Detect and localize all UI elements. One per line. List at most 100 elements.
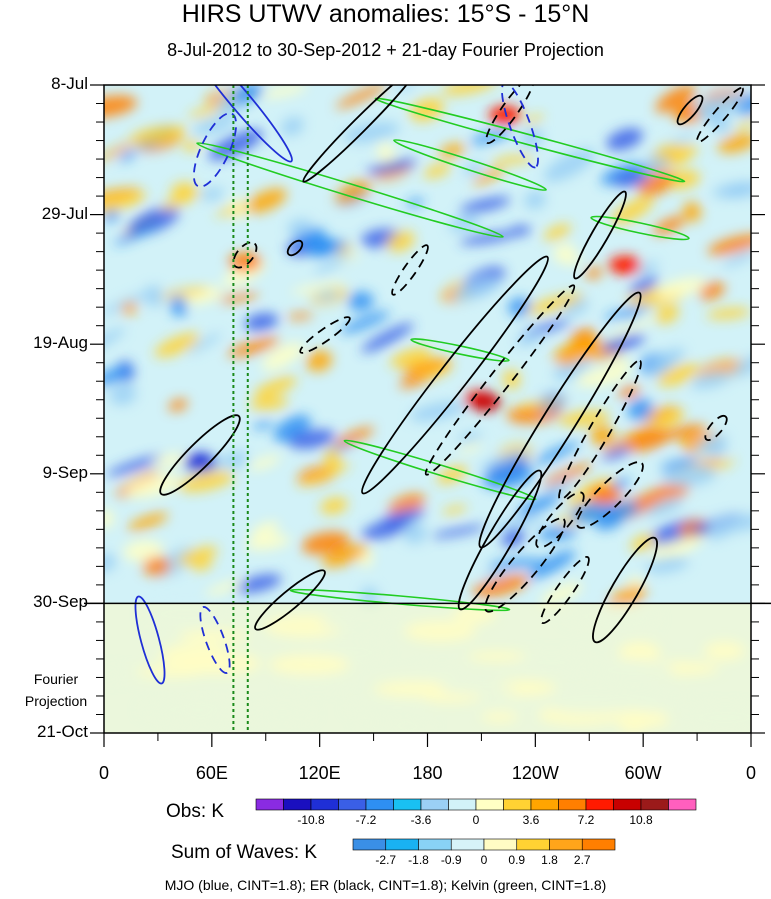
- anomaly-blob: [244, 313, 279, 331]
- er-contour: [302, 85, 418, 183]
- anomaly-blob: [280, 116, 304, 136]
- anomaly-blob: [655, 305, 680, 324]
- anomaly-blob: [377, 142, 395, 163]
- anomaly-blob: [199, 187, 225, 201]
- anomaly-blob: [125, 474, 181, 498]
- waves-colorbar-tick-label: -1.8: [408, 853, 429, 867]
- anomaly-blob: [695, 434, 727, 453]
- x-tick-label: 60E: [195, 763, 228, 783]
- anomaly-blob: [104, 509, 115, 528]
- anomaly-blob: [188, 107, 220, 118]
- anomaly-blob: [106, 455, 164, 477]
- anomaly-blob: [463, 162, 484, 175]
- er-contour: [299, 316, 351, 354]
- anomaly-blob: [320, 497, 348, 515]
- x-tick-label: 120W: [511, 763, 559, 783]
- kelvin-contour: [374, 97, 686, 183]
- anomaly-blob: [366, 159, 418, 175]
- er-contour: [485, 85, 535, 144]
- er-contour: [254, 569, 326, 631]
- anomaly-blob: [130, 125, 187, 145]
- anomaly-blob: [298, 463, 351, 486]
- anomaly-blob: [602, 445, 634, 461]
- anomaly-blob: [246, 188, 287, 214]
- anomaly-blob: [488, 517, 546, 530]
- obs-colorbar-swatch: [255, 798, 284, 811]
- anomaly-blob: [521, 319, 572, 337]
- x-tick-label: 0: [745, 763, 757, 783]
- obs-colorbar-swatch: [558, 798, 587, 811]
- kelvin-contour: [196, 142, 504, 238]
- er-contour: [478, 291, 642, 549]
- anomaly-blob: [304, 236, 336, 254]
- anomaly-blob: [442, 505, 467, 515]
- anomaly-blob: [409, 97, 445, 122]
- kelvin-contour: [393, 139, 547, 191]
- er-contour: [573, 190, 627, 280]
- obs-colorbar-swatch: [668, 798, 697, 811]
- kelvin-contour: [343, 439, 537, 501]
- anomaly-blob: [733, 116, 751, 132]
- anomaly-blob: [662, 464, 717, 487]
- er-contour: [676, 94, 704, 126]
- anomaly-blob: [707, 514, 751, 533]
- anomaly-blob: [478, 448, 530, 471]
- mjo-contour: [199, 606, 231, 674]
- anomaly-blob: [403, 522, 427, 544]
- anomaly-blob: [248, 455, 281, 470]
- anomaly-blob: [690, 370, 732, 389]
- projection-region: [104, 604, 751, 733]
- er-contour: [704, 414, 728, 442]
- anomaly-blob: [235, 574, 282, 593]
- anomaly-blob: [251, 521, 280, 539]
- anomaly-blob: [653, 216, 686, 235]
- anomaly-blob: [261, 342, 304, 371]
- anomaly-blob: [589, 486, 621, 504]
- anomaly-blob: [683, 201, 701, 222]
- anomaly-blob: [452, 276, 502, 302]
- waves-colorbar-tick-label: 0.9: [508, 853, 526, 867]
- wave-contours: [134, 85, 744, 733]
- obs-colorbar-tick-label: -10.8: [297, 813, 325, 827]
- waves-colorbar-swatch: [418, 838, 452, 851]
- contour-legend: MJO (blue, CINT=1.8); ER (black, CINT=1.…: [164, 877, 607, 893]
- obs-colorbar-swatch: [475, 798, 504, 811]
- anomaly-blob: [104, 141, 135, 162]
- obs-colorbar-swatch: [283, 798, 312, 811]
- anomaly-blob: [142, 556, 171, 576]
- er-contour: [457, 469, 543, 611]
- anomaly-blob: [552, 337, 596, 362]
- anomaly-blob: [533, 441, 580, 465]
- x-tick-label: 0: [98, 763, 110, 783]
- anomaly-blob: [290, 282, 345, 295]
- anomaly-blob: [109, 383, 137, 406]
- anomaly-blob: [657, 363, 699, 387]
- waves-colorbar-swatch: [352, 838, 387, 851]
- anomaly-blob: [543, 223, 572, 241]
- anomaly-blob: [168, 399, 188, 412]
- anomaly-blob: [722, 250, 751, 268]
- y-tick-label: 19-Aug: [33, 333, 88, 353]
- anomaly-blob: [706, 307, 751, 320]
- anomaly-blob: [472, 574, 530, 598]
- anomaly-blob: [553, 243, 577, 264]
- obs-colorbar-swatch: [503, 798, 532, 811]
- anomaly-blob: [637, 261, 659, 276]
- anomaly-blob: [314, 289, 340, 301]
- obs-colorbar-tick-label: -7.2: [355, 813, 377, 827]
- waves-colorbar-swatch: [450, 838, 485, 851]
- anomaly-blob: [575, 367, 629, 387]
- er-contour: [361, 255, 549, 495]
- er-contour: [540, 556, 590, 624]
- anomaly-blob: [184, 453, 216, 471]
- anomaly-blob: [245, 534, 291, 551]
- er-contour: [576, 461, 644, 529]
- anomaly-blob: [539, 582, 583, 606]
- waves-colorbar-swatch: [483, 838, 518, 851]
- anomaly-blob: [469, 393, 501, 411]
- anomaly-blob: [121, 302, 138, 315]
- obs-colorbar-swatch: [585, 798, 614, 811]
- waves-colorbar-swatch: [581, 838, 616, 851]
- anomaly-blob: [323, 448, 341, 470]
